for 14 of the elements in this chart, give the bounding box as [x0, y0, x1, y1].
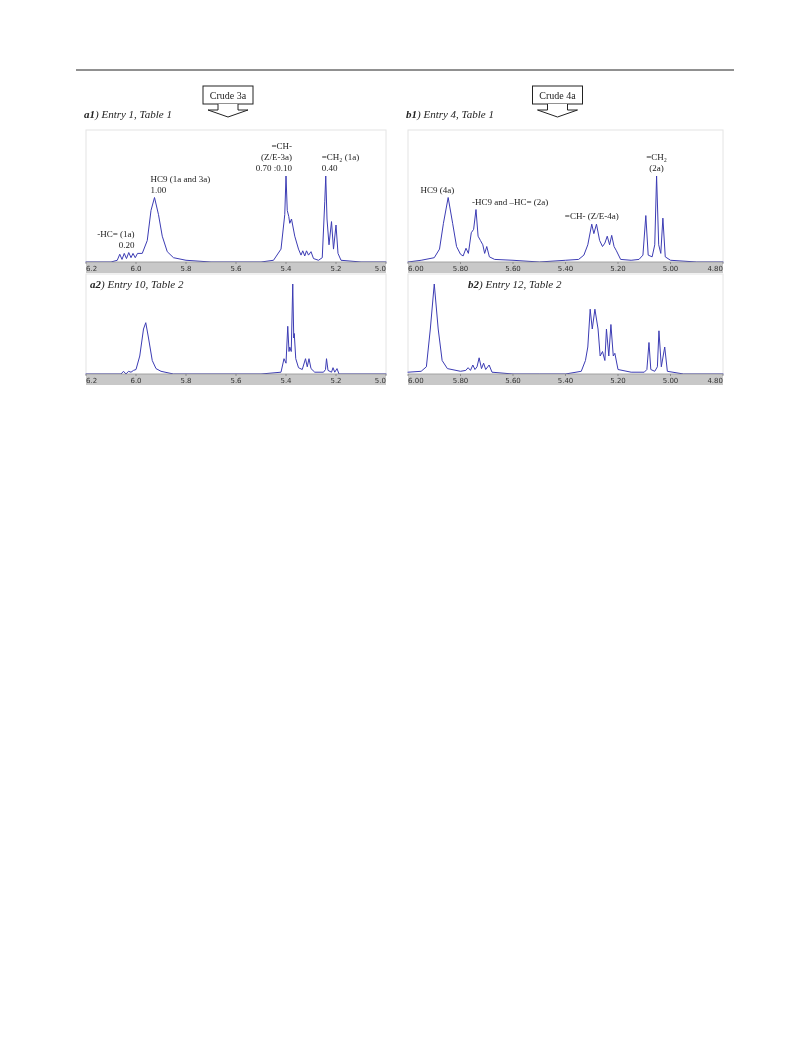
chart-title: b2) Entry 12, Table 2 — [468, 278, 562, 291]
annotation: =CH₂ (1a) 0.40 — [321, 152, 360, 173]
chart-title: a2) Entry 10, Table 2 — [90, 278, 184, 291]
chart-title: a1) Entry 1, Table 1 — [84, 108, 172, 121]
annotation: =CH- (Z/E-3a) 0.70 :0.10 — [255, 141, 293, 173]
text: Crude 4a — [539, 90, 577, 101]
annotation: HC9 (4a) — [420, 184, 455, 195]
annotation: -HC= (1a) 0.20 — [97, 228, 135, 250]
annotation: =CH₂ (2a) — [646, 152, 667, 173]
chart-title: b1) Entry 4, Table 1 — [406, 108, 494, 121]
annotation: -HC9 and –HC= (2a) — [471, 196, 549, 207]
annotation: HC9 (1a and 3a) 1.00 — [150, 173, 211, 195]
annotation: =CH- (Z/E-4a) — [564, 211, 619, 222]
text: Crude 3a — [209, 90, 247, 101]
